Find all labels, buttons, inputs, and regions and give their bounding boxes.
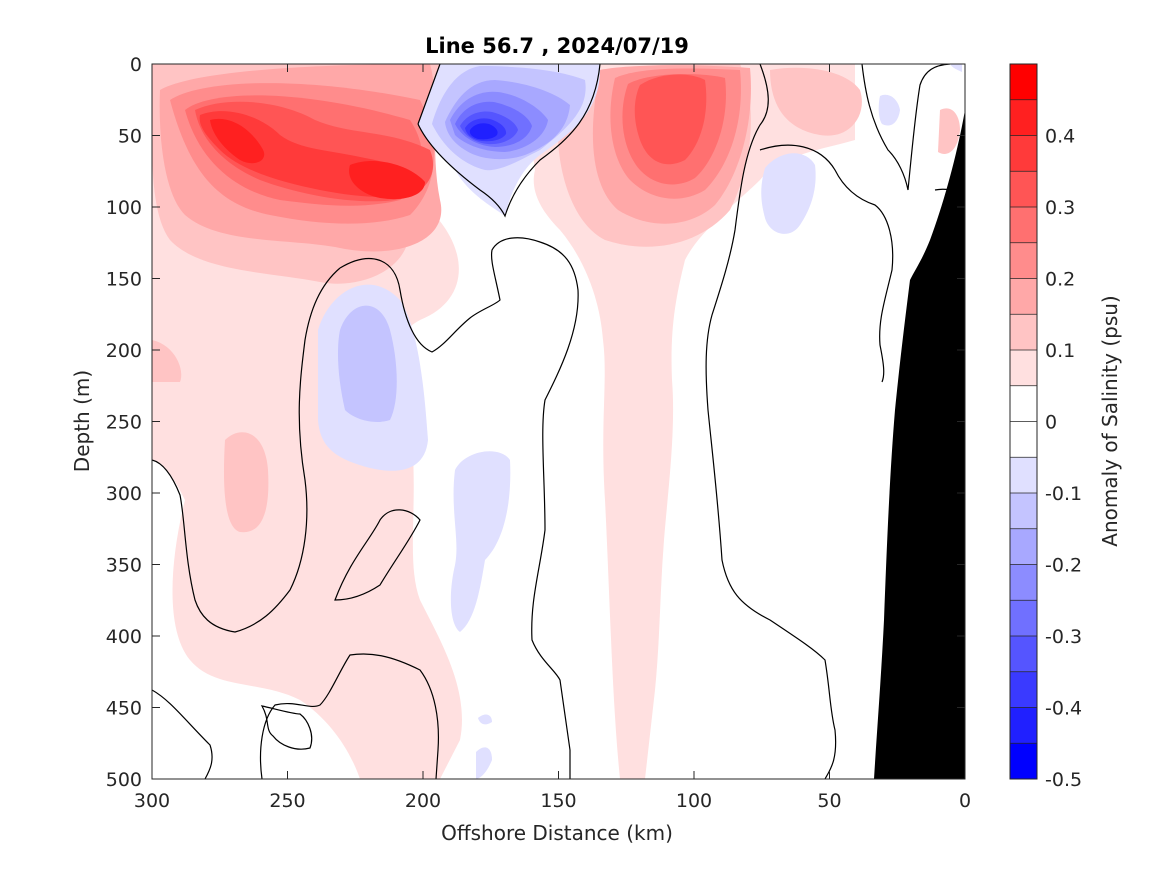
contour-region bbox=[478, 714, 492, 725]
contour-region bbox=[770, 67, 862, 136]
colorbar-tick-label: -0.4 bbox=[1045, 698, 1082, 720]
contour-region bbox=[634, 74, 707, 165]
colorbar-swatch bbox=[1010, 636, 1037, 673]
zero-contour bbox=[334, 509, 421, 601]
y-tick-label: 450 bbox=[106, 698, 142, 720]
zero-contour-lines bbox=[152, 64, 963, 779]
colorbar-swatch bbox=[1010, 457, 1037, 494]
x-tick-label: 0 bbox=[959, 790, 971, 812]
colorbar-swatch bbox=[1010, 564, 1037, 601]
zero-contour bbox=[259, 653, 439, 779]
x-axis: 300 250 200 150 100 50 0 bbox=[134, 64, 971, 812]
colorbar-frame bbox=[1009, 63, 1038, 780]
contour-region bbox=[337, 305, 397, 422]
bathymetry-mask bbox=[874, 110, 965, 779]
colorbar-tick-label: 0.4 bbox=[1045, 126, 1075, 148]
colorbar-swatch bbox=[1010, 493, 1037, 530]
colorbar-swatch bbox=[1010, 528, 1037, 565]
y-tick-label: 300 bbox=[106, 483, 142, 505]
contour-region bbox=[520, 64, 855, 779]
contour-region bbox=[210, 118, 265, 164]
colorbar-ticks: 0.4 0.3 0.2 0.1 0 -0.1 -0.2 -0.3 -0.4 -0.5 bbox=[1045, 126, 1082, 792]
y-tick-label: 400 bbox=[106, 626, 142, 648]
x-tick-label: 200 bbox=[405, 790, 441, 812]
colorbar-swatch bbox=[1010, 350, 1037, 387]
colorbar-swatch bbox=[1010, 135, 1037, 172]
zero-contour bbox=[759, 144, 894, 383]
colorbar-swatch bbox=[1010, 171, 1037, 208]
y-tick-label: 150 bbox=[106, 269, 142, 291]
y-tick-label: 0 bbox=[130, 54, 142, 76]
contour-region bbox=[950, 64, 962, 72]
y-tick-label: 500 bbox=[106, 769, 142, 791]
contour-region bbox=[349, 161, 425, 200]
plot-area: 300 250 200 150 100 50 0 050100150200250300350… bbox=[106, 54, 971, 812]
zero-contour bbox=[705, 64, 837, 779]
colorbar-swatches bbox=[1010, 63, 1037, 780]
colorbar-swatch bbox=[1010, 600, 1037, 637]
colorbar-swatch bbox=[1010, 707, 1037, 744]
contour-region bbox=[450, 451, 511, 632]
x-tick-label: 100 bbox=[676, 790, 712, 812]
y-axis: 0 50 100 150 200 250 300 350 400 450 500 bbox=[106, 54, 965, 791]
contour-region bbox=[878, 94, 900, 126]
zero-contour bbox=[260, 705, 313, 750]
colorbar-tick-label: -0.2 bbox=[1045, 555, 1082, 577]
x-tick-label: 300 bbox=[134, 790, 170, 812]
x-tick-label: 150 bbox=[540, 790, 576, 812]
colorbar-tick-label: 0.2 bbox=[1045, 269, 1075, 291]
colorbar-swatch bbox=[1010, 743, 1037, 780]
colorbar-swatch bbox=[1010, 421, 1037, 458]
y-tick-label: 200 bbox=[106, 340, 142, 362]
colorbar-swatch bbox=[1010, 671, 1037, 708]
zero-contour bbox=[152, 267, 341, 633]
y-tick-label: 50 bbox=[118, 126, 142, 148]
x-axis-label: Offshore Distance (km) bbox=[441, 821, 673, 845]
contour-region bbox=[469, 123, 498, 140]
colorbar-tick-label: 0.1 bbox=[1045, 340, 1075, 362]
chart-title: Line 56.7 , 2024/07/19 bbox=[425, 34, 689, 58]
contour-region bbox=[938, 108, 960, 154]
colorbar-tick-label: -0.5 bbox=[1045, 769, 1082, 791]
colorbar-tick-label: 0.3 bbox=[1045, 197, 1075, 219]
colorbar-swatch bbox=[1010, 314, 1037, 351]
y-axis-label: Depth (m) bbox=[70, 370, 94, 472]
y-tick-label: 100 bbox=[106, 197, 142, 219]
zero-contour bbox=[417, 64, 601, 218]
colorbar: 0.4 0.3 0.2 0.1 0 -0.1 -0.2 -0.3 -0.4 -0.5 Anomal… bbox=[1009, 63, 1122, 792]
zero-contour bbox=[152, 689, 213, 779]
y-tick-label: 350 bbox=[106, 555, 142, 577]
colorbar-label: Anomaly of Salinity (psu) bbox=[1098, 295, 1122, 546]
colorbar-swatch bbox=[1010, 99, 1037, 136]
y-tick-label: 250 bbox=[106, 412, 142, 434]
colorbar-swatch bbox=[1010, 385, 1037, 422]
x-tick-label: 250 bbox=[269, 790, 305, 812]
contour-region bbox=[761, 153, 816, 234]
colorbar-tick-label: 0 bbox=[1045, 412, 1057, 434]
colorbar-swatch bbox=[1010, 207, 1037, 244]
contour-fills bbox=[152, 64, 962, 779]
contour-region bbox=[223, 432, 269, 533]
x-tick-label: 50 bbox=[817, 790, 841, 812]
colorbar-swatch bbox=[1010, 278, 1037, 315]
zero-contour bbox=[339, 237, 579, 779]
colorbar-swatch bbox=[1010, 242, 1037, 279]
zero-contour bbox=[861, 64, 951, 191]
colorbar-tick-label: -0.1 bbox=[1045, 483, 1082, 505]
colorbar-swatch bbox=[1010, 64, 1037, 101]
colorbar-tick-label: -0.3 bbox=[1045, 626, 1082, 648]
contour-region bbox=[476, 747, 492, 779]
